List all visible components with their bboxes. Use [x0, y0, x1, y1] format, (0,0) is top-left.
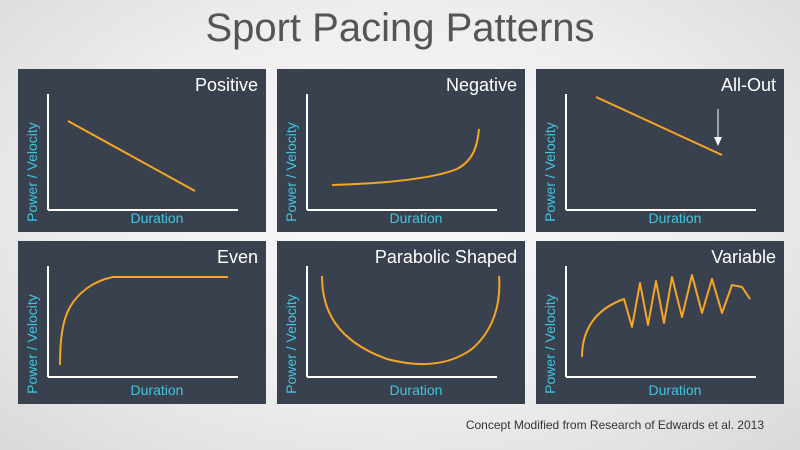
x-axis-label: Duration	[389, 210, 443, 226]
parabolic-plot	[306, 266, 501, 378]
x-axis-label: Duration	[130, 210, 184, 226]
all-out-plot	[565, 94, 756, 211]
panel-title: Parabolic Shaped	[374, 247, 517, 267]
page-title: Sport Pacing Patterns	[205, 6, 595, 50]
x-axis-label: Duration	[389, 382, 443, 398]
y-axis-label: Power / Velocity	[542, 294, 558, 394]
panel-title: All-Out	[720, 75, 776, 95]
panel-even: Even Power / Velocity Duration	[18, 241, 266, 404]
x-axis-label: Duration	[648, 382, 702, 398]
y-axis-label: Power / Velocity	[283, 122, 299, 222]
panel-positive: Positive Power / Velocity Duration	[18, 69, 266, 232]
source-footnote: Concept Modified from Research of Edward…	[465, 418, 764, 432]
x-axis-label: Duration	[130, 382, 184, 398]
y-axis-label: Power / Velocity	[542, 122, 558, 222]
pacing-curve	[321, 275, 501, 366]
panel-all-out: All-Out Power / Velocity Duration	[536, 69, 784, 232]
pacing-curve	[595, 96, 723, 156]
variable-plot	[565, 266, 756, 378]
panel-parabolic-shaped: Parabolic Shaped Power / Velocity Durati…	[277, 241, 525, 404]
even-plot	[47, 266, 238, 378]
panel-negative: Negative Power / Velocity Duration	[277, 69, 525, 232]
pacing-curve	[581, 274, 751, 358]
panel-variable: Variable Power / Velocity Duration	[536, 241, 784, 404]
panel-title: Variable	[711, 247, 776, 267]
pacing-curve	[331, 128, 480, 186]
x-axis-label: Duration	[648, 210, 702, 226]
positive-plot	[47, 94, 238, 211]
panel-title: Even	[216, 247, 258, 267]
arrow-down-icon	[714, 137, 722, 146]
panel-title: Negative	[445, 75, 517, 95]
panel-title: Positive	[194, 75, 258, 95]
y-axis-label: Power / Velocity	[24, 122, 40, 222]
y-axis-label: Power / Velocity	[24, 294, 40, 394]
pacing-curve	[59, 276, 228, 366]
pacing-curve	[67, 120, 196, 192]
negative-plot	[306, 94, 497, 211]
y-axis-label: Power / Velocity	[283, 294, 299, 394]
